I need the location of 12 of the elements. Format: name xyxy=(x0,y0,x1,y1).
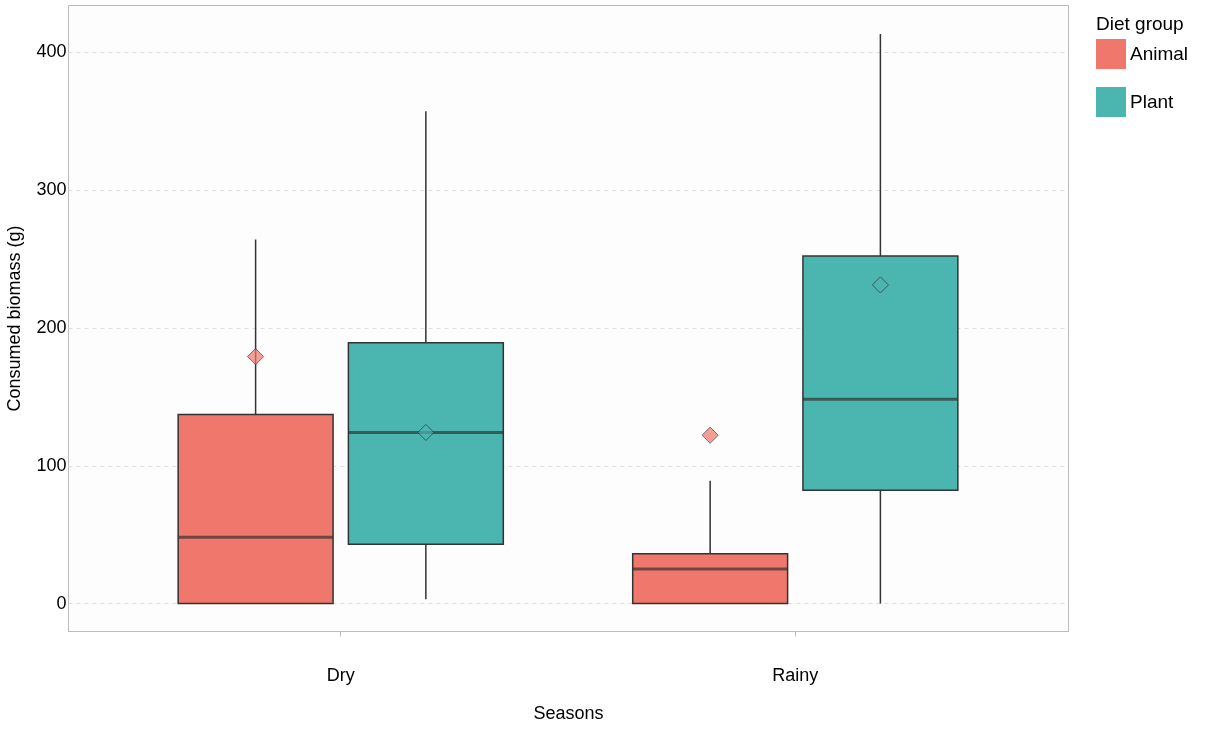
y-tick-label: 300 xyxy=(36,179,67,200)
y-axis-title: Consumed biomass (g) xyxy=(4,225,25,412)
x-axis-title: Seasons xyxy=(533,702,604,723)
x-tick-label: Rainy xyxy=(772,664,819,685)
x-tick-label: Dry xyxy=(326,664,355,685)
y-tick-label: 200 xyxy=(36,317,67,338)
legend-title: Diet group xyxy=(1096,13,1184,34)
legend-label: Plant xyxy=(1130,91,1175,112)
legend-label: Animal xyxy=(1130,43,1189,64)
y-tick-label: 0 xyxy=(56,592,67,613)
y-tick-label: 100 xyxy=(36,455,67,476)
y-tick-label: 400 xyxy=(36,41,67,62)
